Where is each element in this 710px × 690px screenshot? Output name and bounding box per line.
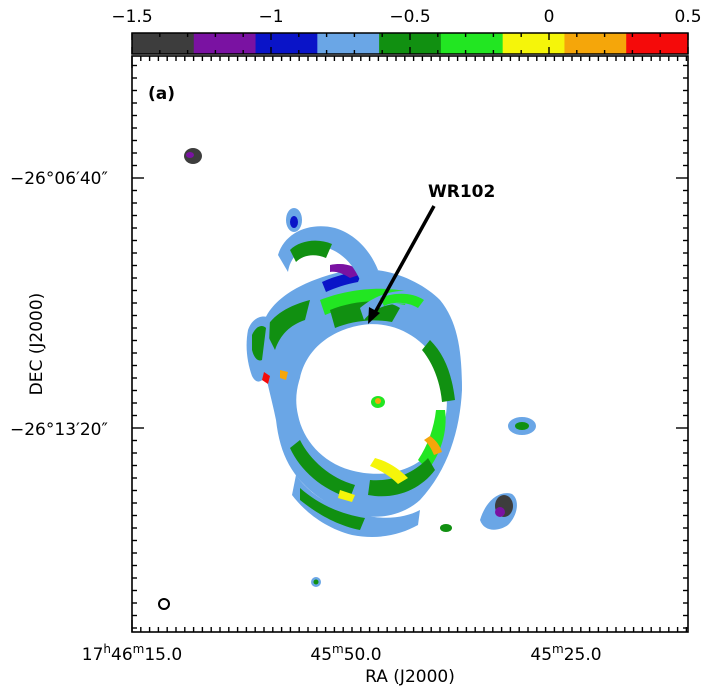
wr102-label: WR102 (428, 182, 495, 202)
frame-ticks (131, 56, 688, 632)
orange-patch (424, 436, 442, 455)
colorbar-segment (379, 33, 442, 54)
west-arc-green (252, 326, 266, 361)
south-arc (292, 475, 420, 537)
y-tick-label: −26°06′40″ (10, 169, 108, 189)
colorbar-tick-label: 0.5 (674, 7, 701, 27)
south-arc-green (300, 488, 365, 530)
map-image (184, 148, 536, 587)
y-tick-label: −26°13′20″ (10, 420, 108, 440)
colorbar-segment (255, 33, 318, 54)
plot-frame (131, 55, 689, 633)
blob (440, 524, 452, 532)
yellow-patch (338, 490, 355, 502)
blob (290, 216, 298, 228)
x-tick-label: 45m50.0 (310, 642, 381, 665)
north-arc (278, 226, 378, 280)
colorbar-segment (193, 33, 257, 54)
wr102-arrowhead (368, 307, 380, 324)
green-patch (290, 440, 355, 498)
x-tick-label: 45m25.0 (530, 642, 601, 665)
colorbar: −1.5 −1 −0.5 0 0.5 (111, 7, 702, 55)
blob (313, 579, 319, 585)
colorbar-tick-label: −1 (258, 7, 283, 27)
x-tick-labels: 17h46m15.0 45m50.0 45m25.0 (82, 642, 602, 665)
orange-patch (280, 370, 288, 380)
x-tick-label: 17h46m15.0 (82, 642, 182, 665)
beam-marker (158, 598, 170, 610)
north-arc-green (290, 240, 332, 262)
red-patch (262, 372, 270, 384)
shell-ring (261, 269, 462, 517)
green-patch (265, 300, 310, 350)
yellow-patch (370, 458, 408, 484)
colorbar-tick-label: −1.5 (111, 7, 152, 27)
center-blob (375, 398, 381, 404)
panel-label: (a) (148, 84, 175, 104)
ne-arc-green (380, 293, 424, 308)
east-blob (515, 422, 529, 430)
wr102-annotation: WR102 (368, 182, 495, 324)
y-axis-title: DEC (J2000) (27, 293, 47, 396)
colorbar-segment (502, 33, 565, 54)
green-patch (422, 340, 455, 402)
nw-source (186, 152, 194, 158)
colorbar-segment (564, 33, 627, 54)
x-axis-title: RA (J2000) (365, 667, 455, 687)
y-tick-labels: −26°06′40″ −26°13′20″ (10, 169, 108, 440)
colorbar-segment (317, 33, 380, 54)
wr102-arrow (370, 205, 436, 319)
se-blob-core (495, 507, 505, 517)
colorbar-segment (626, 33, 689, 54)
colorbar-segment (132, 33, 195, 54)
colorbar-tick-label: −0.5 (389, 7, 430, 27)
colorbar-segment (440, 33, 504, 54)
colorbar-tick-label: 0 (544, 7, 555, 27)
